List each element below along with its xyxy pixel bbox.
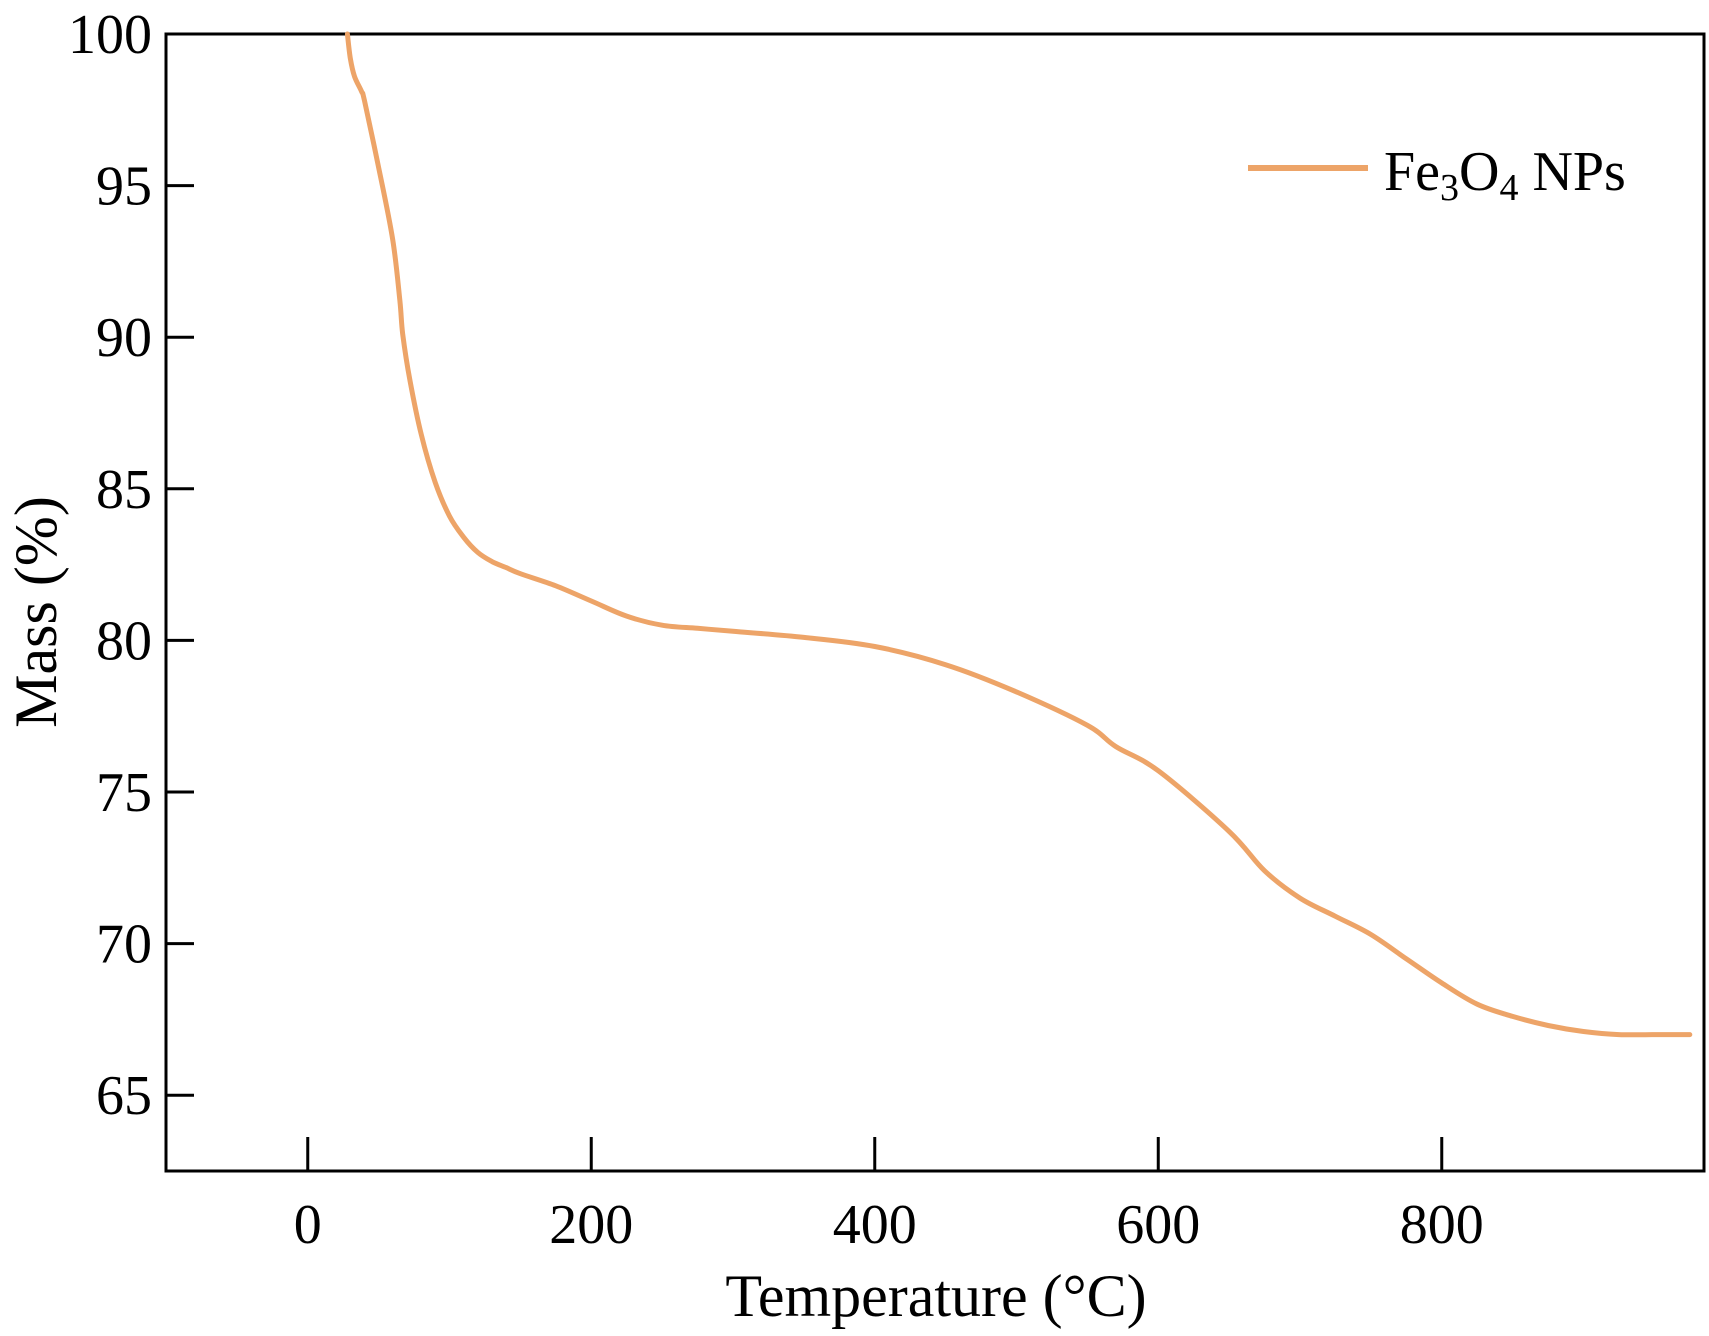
- y-tick-label-70: 70: [96, 914, 152, 976]
- y-axis-title: Mass (%): [3, 496, 69, 728]
- x-tick-label-0: 0: [294, 1194, 322, 1256]
- y-tick-label-75: 75: [96, 762, 152, 824]
- x-axis-title: Temperature (°C): [725, 1263, 1146, 1329]
- y-tick-label-100: 100: [68, 4, 152, 66]
- y-axis: 65 70 75 80 85 90 95 100: [68, 4, 194, 1127]
- y-tick-label-80: 80: [96, 610, 152, 672]
- legend-label-nps: NPs: [1518, 141, 1625, 203]
- plot-frame: [164, 32, 1706, 1173]
- y-tick-label-65: 65: [96, 1065, 152, 1127]
- y-tick-label-90: 90: [96, 307, 152, 369]
- series-line-0: [344, 31, 1693, 1038]
- legend-label: Fe3O4 NPs: [1384, 141, 1626, 209]
- legend-label-fe: Fe: [1384, 141, 1440, 203]
- legend-label-sub-3: 3: [1440, 167, 1459, 209]
- y-tick-label-95: 95: [96, 156, 152, 218]
- x-tick-label-200: 200: [549, 1194, 633, 1256]
- legend-label-o: O: [1459, 141, 1499, 203]
- y-tick-label-85: 85: [96, 459, 152, 521]
- x-tick-label-400: 400: [833, 1194, 917, 1256]
- x-tick-label-800: 800: [1400, 1194, 1484, 1256]
- legend-label-sub-4: 4: [1499, 167, 1518, 209]
- x-axis: 0 200 400 600 800: [294, 1137, 1484, 1256]
- series-layer: [344, 31, 1693, 1038]
- x-tick-label-600: 600: [1116, 1194, 1200, 1256]
- legend: Fe3O4 NPs: [1248, 141, 1626, 209]
